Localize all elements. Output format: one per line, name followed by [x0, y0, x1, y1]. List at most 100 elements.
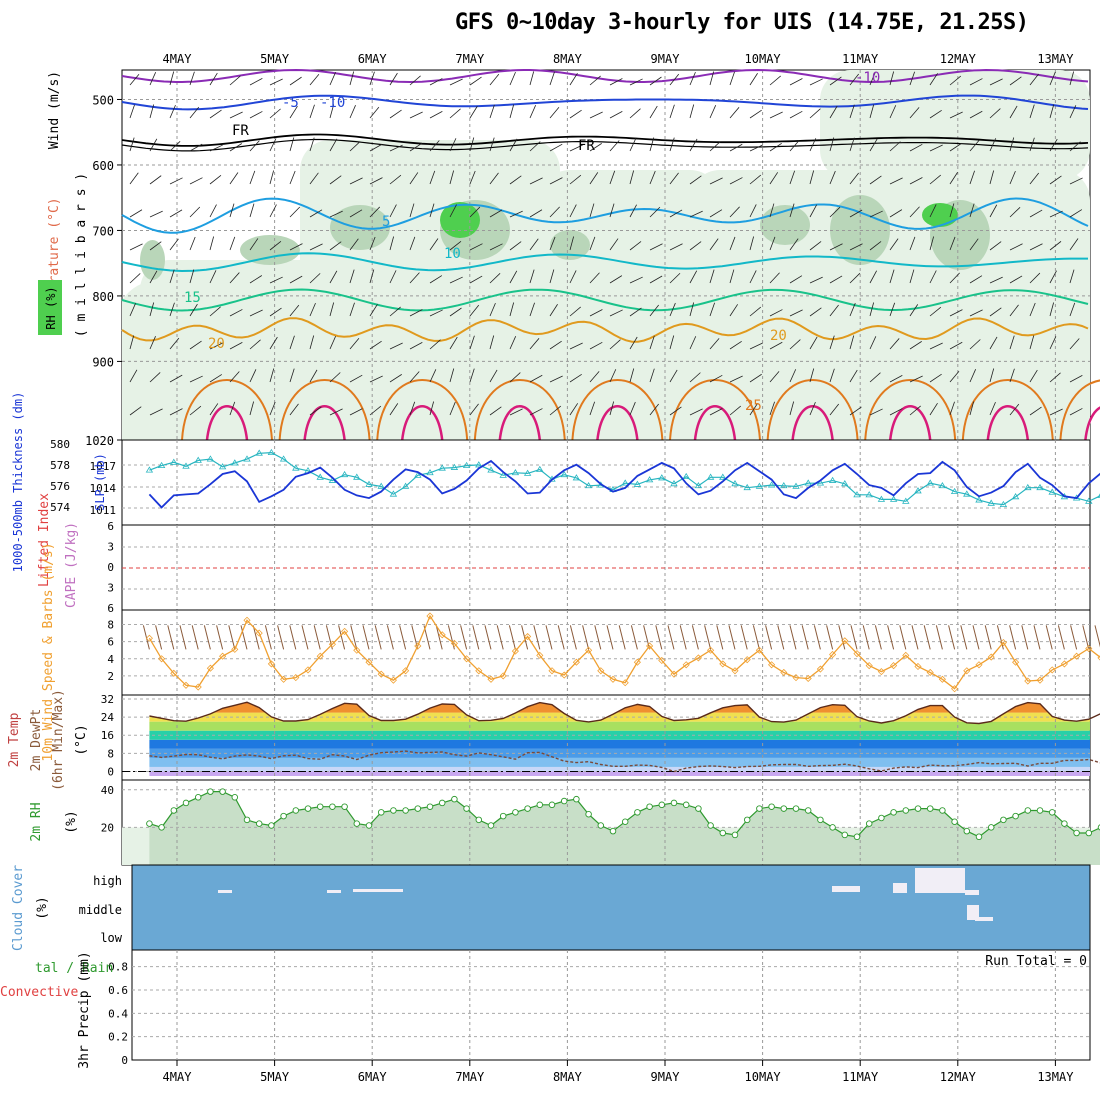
contour-label: 25: [745, 398, 762, 414]
wind-tick: 6: [107, 636, 114, 649]
contour-label: FR: [232, 123, 249, 139]
rh-axis-label: RH (%): [44, 286, 58, 329]
wind-barb: [589, 401, 596, 416]
slp-point: [475, 461, 483, 468]
surface-barb: [155, 625, 163, 650]
wind-barb: [649, 105, 658, 119]
wind-barb: [409, 75, 421, 86]
surface-barb: [655, 625, 663, 650]
rh2m-point: [451, 795, 458, 803]
wind-barb: [369, 106, 380, 119]
wind-barb: [649, 76, 662, 86]
minmax-axis-label: (6hr Min/Max): [51, 689, 66, 791]
rh2m-point: [1000, 816, 1007, 824]
cloud-gap: [353, 889, 403, 892]
cloud-gap: [832, 886, 860, 892]
wind-barb: [129, 137, 135, 152]
wind-barb: [129, 243, 143, 251]
slp-point: [963, 490, 971, 497]
contour-label: FR: [578, 138, 595, 154]
wind-barb: [309, 369, 318, 383]
wind-barb: [749, 342, 763, 350]
thick-tick: 578: [50, 459, 70, 472]
surface-barb: [362, 625, 370, 650]
rh2m-point: [719, 829, 727, 837]
wind-barb: [669, 209, 683, 218]
wind-barb: [529, 71, 535, 86]
day-label-bottom: 5MAY: [260, 1070, 290, 1084]
y-tick-label: 500: [92, 93, 114, 107]
cloud-gap: [893, 883, 907, 893]
wind-barb: [949, 371, 960, 383]
wind-barb: [829, 335, 835, 350]
surface-barb: [508, 625, 516, 650]
wind-barb: [929, 306, 942, 317]
slp-point: [340, 470, 349, 478]
rh2m-point: [463, 805, 470, 812]
wind-barb: [569, 403, 579, 416]
slp-point: [694, 481, 703, 489]
wind-barb: [309, 273, 321, 284]
wind-barb: [429, 401, 435, 416]
wind-barb: [409, 401, 416, 416]
wind-barb: [889, 105, 897, 119]
surface-barb: [582, 625, 590, 650]
wind-barb: [769, 203, 775, 218]
wind-barb: [829, 76, 842, 86]
wind-barb: [949, 111, 963, 119]
rh2m-point: [743, 816, 751, 824]
surface-barb: [301, 625, 309, 650]
wind-barb: [889, 209, 903, 218]
wind-barb: [929, 109, 942, 119]
wind-barb: [249, 203, 255, 218]
wind-barb: [909, 341, 922, 350]
wind-barb: [509, 408, 523, 416]
wind-barb: [989, 204, 998, 218]
wind-barb: [709, 408, 723, 416]
wind-barb: [889, 302, 896, 317]
wind-barb: [729, 405, 741, 416]
slp-point: [938, 481, 947, 489]
rh2m-unit-label: (%): [64, 810, 79, 833]
wind-barb: [329, 270, 338, 284]
wind-barb: [1049, 372, 1061, 383]
rh2m-point: [829, 824, 836, 831]
wind-barb: [189, 269, 195, 284]
wind-barb: [969, 275, 983, 284]
wind-barb: [749, 204, 757, 218]
wind-barb: [829, 170, 836, 185]
wind-barb: [309, 335, 315, 350]
surface-barb: [191, 625, 199, 650]
wind-barb: [669, 406, 682, 416]
wind-barb: [529, 141, 541, 152]
wind-barb: [1029, 209, 1043, 218]
wind-barb: [309, 243, 323, 251]
wind-barb: [449, 204, 457, 218]
wind-barb: [889, 238, 899, 251]
precip-tick: 0.2: [108, 1031, 128, 1044]
wind-barb: [769, 341, 783, 350]
wind-barb: [569, 174, 582, 185]
slp-point: [279, 455, 288, 462]
day-label-bottom: 9MAY: [651, 1070, 681, 1084]
wind-barb: [929, 174, 941, 185]
precip-tick: 0.4: [108, 1007, 128, 1020]
wind-barb: [189, 375, 203, 383]
wind-barb: [869, 408, 883, 416]
wind-barb: [849, 209, 863, 218]
day-label-top: 8MAY: [553, 52, 583, 66]
wind-barb: [749, 403, 758, 416]
slp-point: [231, 459, 239, 466]
wind-barb: [1069, 338, 1080, 350]
cape-tick: 3: [107, 541, 114, 554]
wind-barb: [669, 243, 683, 251]
wind-barb: [589, 75, 601, 86]
y-tick-label: 800: [92, 290, 114, 304]
wind-barb: [1009, 76, 1022, 86]
wind-barb: [989, 108, 1001, 119]
cape-tick: 0: [107, 561, 114, 574]
slp-point: [658, 474, 666, 481]
wind-barb: [669, 369, 678, 383]
contour-label: -10: [320, 95, 345, 111]
